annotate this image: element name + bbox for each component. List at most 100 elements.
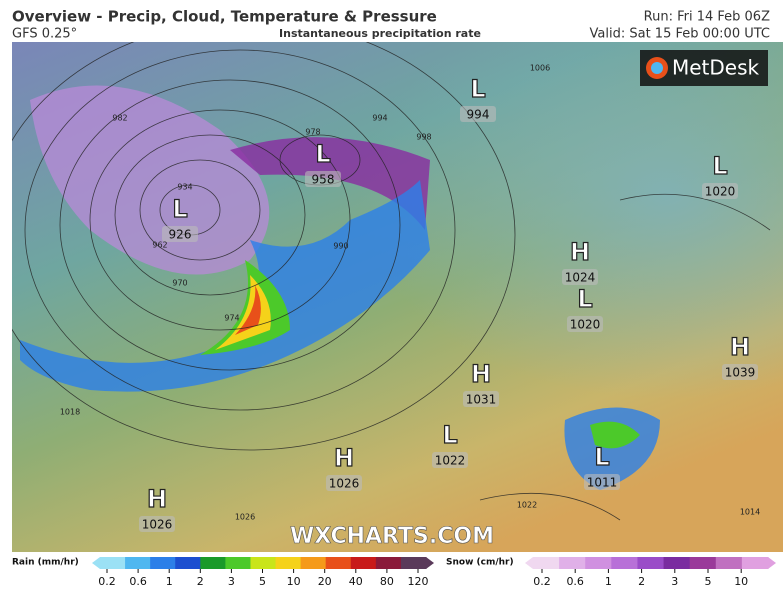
legend-tick-label: 3 [671,575,678,588]
legend-swatch [611,557,638,569]
isobar-label: 1026 [235,513,255,522]
logo-box: MetDesk [640,50,768,86]
isobar-label: 974 [224,314,239,323]
legend-swatch [375,557,402,569]
pressure-value: 1026 [142,518,173,532]
legend-swatch [350,557,377,569]
legend-swatch [663,557,691,569]
legend-tick-label: 5 [705,575,712,588]
pressure-value: 994 [467,108,490,122]
rain-core [200,260,290,355]
pressure-value: 1024 [565,271,596,285]
pressure-value: 1039 [725,366,756,380]
legend-swatch [275,557,302,569]
legend-swatch [150,557,176,569]
legend-swatch [637,557,665,569]
legend-tick-label: 40 [349,575,363,588]
pressure-letter: H [730,333,750,361]
legend-swatch [100,557,126,569]
pressure-value-bg [567,316,603,332]
pressure-letter: H [471,360,491,388]
isobar-label: 1022 [517,501,537,510]
model: GFS 0.25° [12,27,77,42]
isobar-label: 998 [416,133,431,142]
isobar-label: 1006 [530,64,550,73]
map-area [12,42,783,552]
watermark: WXCHARTS.COM [290,524,494,549]
legend-swatch [325,557,352,569]
rain-cell [564,407,660,490]
pressure-value-bg [562,269,598,285]
pressure-value: 1020 [570,318,601,332]
pressure-value-bg [722,364,758,380]
run-time: Run: Fri 14 Feb 06Z [644,10,770,25]
legend-tick-label: 1 [605,575,612,588]
pressure-value-bg [584,474,620,490]
isobar-label: 978 [305,128,320,137]
pressure-value: 1020 [705,185,736,199]
pressure-value: 1011 [587,476,618,490]
pressure-value: 926 [169,228,192,242]
pressure-letter: L [442,421,457,449]
legend-tick-label: 0.6 [129,575,147,588]
pressure-value: 1026 [329,477,360,491]
pressure-letter: L [172,195,187,223]
legend-arrow [92,557,100,569]
pressure-value: 1022 [435,454,466,468]
legend-swatch [200,557,226,569]
legend-swatch [250,557,277,569]
pressure-value-bg [139,516,175,532]
isobar-label: 990 [333,242,348,251]
pressure-letter: L [577,285,592,313]
legend-arrow [768,557,776,569]
isobars [12,42,771,521]
pressure-letter: L [315,140,330,168]
rain-legend-label: Rain (mm/hr) [12,558,79,568]
pressure-value-bg [702,183,738,199]
pressure-letter: L [470,75,485,103]
isobar-label: 962 [152,241,167,250]
pressure-letter: H [334,444,354,472]
logo-icon-core [651,62,663,74]
legend-swatch [533,557,560,569]
legend-tick-label: 80 [380,575,394,588]
pressure-value-bg [460,106,496,122]
pressure-letter: H [147,485,167,513]
isobar-label: 994 [372,114,387,123]
legend-tick-label: 20 [318,575,332,588]
pressure-value-bg [162,226,198,242]
legend-swatch [400,557,427,569]
legend-tick-label: 0.2 [533,575,551,588]
pressure-letter: L [594,443,609,471]
logo-text: MetDesk [672,56,760,80]
legend-tick-label: 0.6 [566,575,584,588]
pressure-value-bg [432,452,468,468]
subtitle: Instantaneous precipitation rate [279,27,481,40]
legend-tick-label: 10 [734,575,748,588]
legend-swatch [225,557,251,569]
isobar-label: 1018 [60,408,80,417]
isobar-label: 1014 [740,508,760,517]
pressure-letter: L [712,152,727,180]
legend-swatch [175,557,201,569]
legend-swatch [741,557,769,569]
legend-tick-label: 120 [408,575,429,588]
legend-swatch [715,557,743,569]
rain-intense [235,285,261,335]
isobar-label: 982 [112,114,127,123]
legend-swatch [689,557,717,569]
legend-swatch [559,557,586,569]
rain-cell-core [590,421,640,449]
legend-tick-label: 0.2 [98,575,116,588]
legend-tick-label: 1 [166,575,173,588]
legend-swatch [300,557,327,569]
legend-tick-label: 3 [228,575,235,588]
pressure-value-bg [326,475,362,491]
pressure-value: 958 [312,173,335,187]
isobar-label: 970 [172,279,187,288]
pressure-value-bg [305,171,341,187]
isobar-label: 934 [177,183,192,192]
legend-swatch [585,557,612,569]
legend-arrow [525,557,533,569]
